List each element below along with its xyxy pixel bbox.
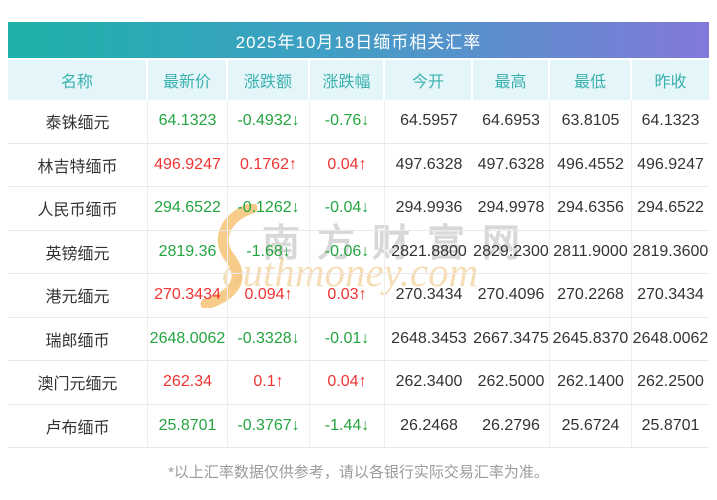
cell-last: 64.1323 [148,100,228,143]
table-row: 瑞郎缅币 2648.0062 -0.3328↓ -0.01↓ 2648.3453… [8,317,709,361]
cell-last: 294.6522 [148,187,228,230]
table-row: 泰铢缅元 64.1323 -0.4932↓ -0.76↓ 64.5957 64.… [8,100,709,144]
cell-change: -0.3328↓ [228,317,310,360]
cell-low: 2811.9000 [550,230,632,273]
cell-pct: 0.03↑ [310,274,385,317]
cell-low: 262.1400 [550,361,632,404]
cell-pct: 0.04↑ [310,143,385,186]
cell-pct: 0.04↑ [310,361,385,404]
cell-change: -0.4932↓ [228,100,310,143]
cell-name: 泰铢缅元 [8,100,148,143]
cell-change: 0.1762↑ [228,143,310,186]
cell-open: 2648.3453 [391,329,467,347]
cell-open: 262.3400 [395,373,463,391]
cell-open: 270.3434 [395,286,463,304]
cell-prev: 294.6522 [637,199,704,217]
cell-last: 270.3434 [148,274,228,317]
column-header-last: 最新价 [148,60,228,100]
column-header-change: 涨跌额 [228,60,310,100]
cell-change: -0.3767↓ [228,404,310,447]
cell-change: 0.1↑ [228,361,310,404]
column-header-pct: 涨跌幅 [310,60,385,100]
cell-high: 262.5000 [473,361,550,404]
table-row: 英镑缅元 2819.36 -1.68↓ -0.06↓ 2821.8800 282… [8,230,709,274]
cell-prev: 262.2500 [637,373,704,391]
cell-last: 25.8701 [148,404,228,447]
table-header-row: 名称 最新价 涨跌额 涨跌幅 今开 最高 最低 昨收 [8,60,709,100]
cell-last: 2819.36 [148,230,228,273]
title-bar: 2025年10月18日缅币相关汇率 [8,22,709,58]
exchange-rate-table: 名称 最新价 涨跌额 涨跌幅 今开 最高 最低 昨收 泰铢缅元 64.1323 … [8,60,709,448]
cell-pct: -0.76↓ [310,100,385,143]
cell-low: 496.4552 [550,143,632,186]
cell-last: 496.9247 [148,143,228,186]
column-header-prev: 昨收 [632,60,709,100]
cell-high: 26.2796 [473,404,550,447]
cell-low: 294.6356 [550,187,632,230]
cell-high: 2667.3475 [473,317,550,360]
cell-name: 港元缅元 [8,274,148,317]
cell-open: 2821.8800 [391,242,467,260]
cell-name: 澳门元缅元 [8,361,148,404]
cell-pct: -0.04↓ [310,187,385,230]
cell-change: -1.68↓ [228,230,310,273]
cell-change: -0.1262↓ [228,187,310,230]
cell-prev: 2819.3600 [632,242,709,260]
cell-name: 瑞郎缅币 [8,317,148,360]
column-header-low: 最低 [550,60,632,100]
cell-name: 林吉特缅币 [8,143,148,186]
cell-prev: 64.1323 [641,112,700,130]
table-row: 林吉特缅币 496.9247 0.1762↑ 0.04↑ 497.6328 49… [8,143,709,187]
cell-name: 卢布缅币 [8,404,148,447]
column-header-high: 最高 [473,60,550,100]
cell-name: 英镑缅元 [8,230,148,273]
table-row: 人民币缅币 294.6522 -0.1262↓ -0.04↓ 294.9936 … [8,187,709,231]
cell-last: 262.34 [148,361,228,404]
cell-pct: -1.44↓ [310,404,385,447]
cell-open: 497.6328 [395,155,463,173]
page-title: 2025年10月18日缅币相关汇率 [235,32,482,52]
cell-open: 26.2468 [400,416,458,434]
column-header-open: 今开 [385,60,473,100]
table-body: 泰铢缅元 64.1323 -0.4932↓ -0.76↓ 64.5957 64.… [8,100,709,448]
table-row: 港元缅元 270.3434 0.094↑ 0.03↑ 270.3434 270.… [8,274,709,318]
column-header-name: 名称 [8,60,148,100]
cell-prev: 2648.0062 [632,329,709,347]
cell-high: 64.6953 [473,100,550,143]
cell-prev: 25.8701 [641,416,700,434]
cell-open: 294.9936 [395,199,463,217]
cell-last: 2648.0062 [148,317,228,360]
cell-prev: 496.9247 [637,155,704,173]
cell-low: 2645.8370 [550,317,632,360]
cell-low: 63.8105 [550,100,632,143]
cell-name: 人民币缅币 [8,187,148,230]
cell-open: 64.5957 [400,112,458,130]
cell-low: 270.2268 [550,274,632,317]
table-row: 澳门元缅元 262.34 0.1↑ 0.04↑ 262.3400 262.500… [8,361,709,405]
cell-prev: 270.3434 [637,286,704,304]
table-row: 卢布缅币 25.8701 -0.3767↓ -1.44↓ 26.2468 26.… [8,404,709,448]
cell-high: 2829.2300 [473,230,550,273]
footer-disclaimer: *以上汇率数据仅供参考，请以各银行实际交易汇率为准。 [168,464,549,481]
cell-high: 294.9978 [473,187,550,230]
cell-low: 25.6724 [550,404,632,447]
cell-high: 270.4096 [473,274,550,317]
cell-pct: -0.01↓ [310,317,385,360]
cell-pct: -0.06↓ [310,230,385,273]
cell-change: 0.094↑ [228,274,310,317]
cell-high: 497.6328 [473,143,550,186]
